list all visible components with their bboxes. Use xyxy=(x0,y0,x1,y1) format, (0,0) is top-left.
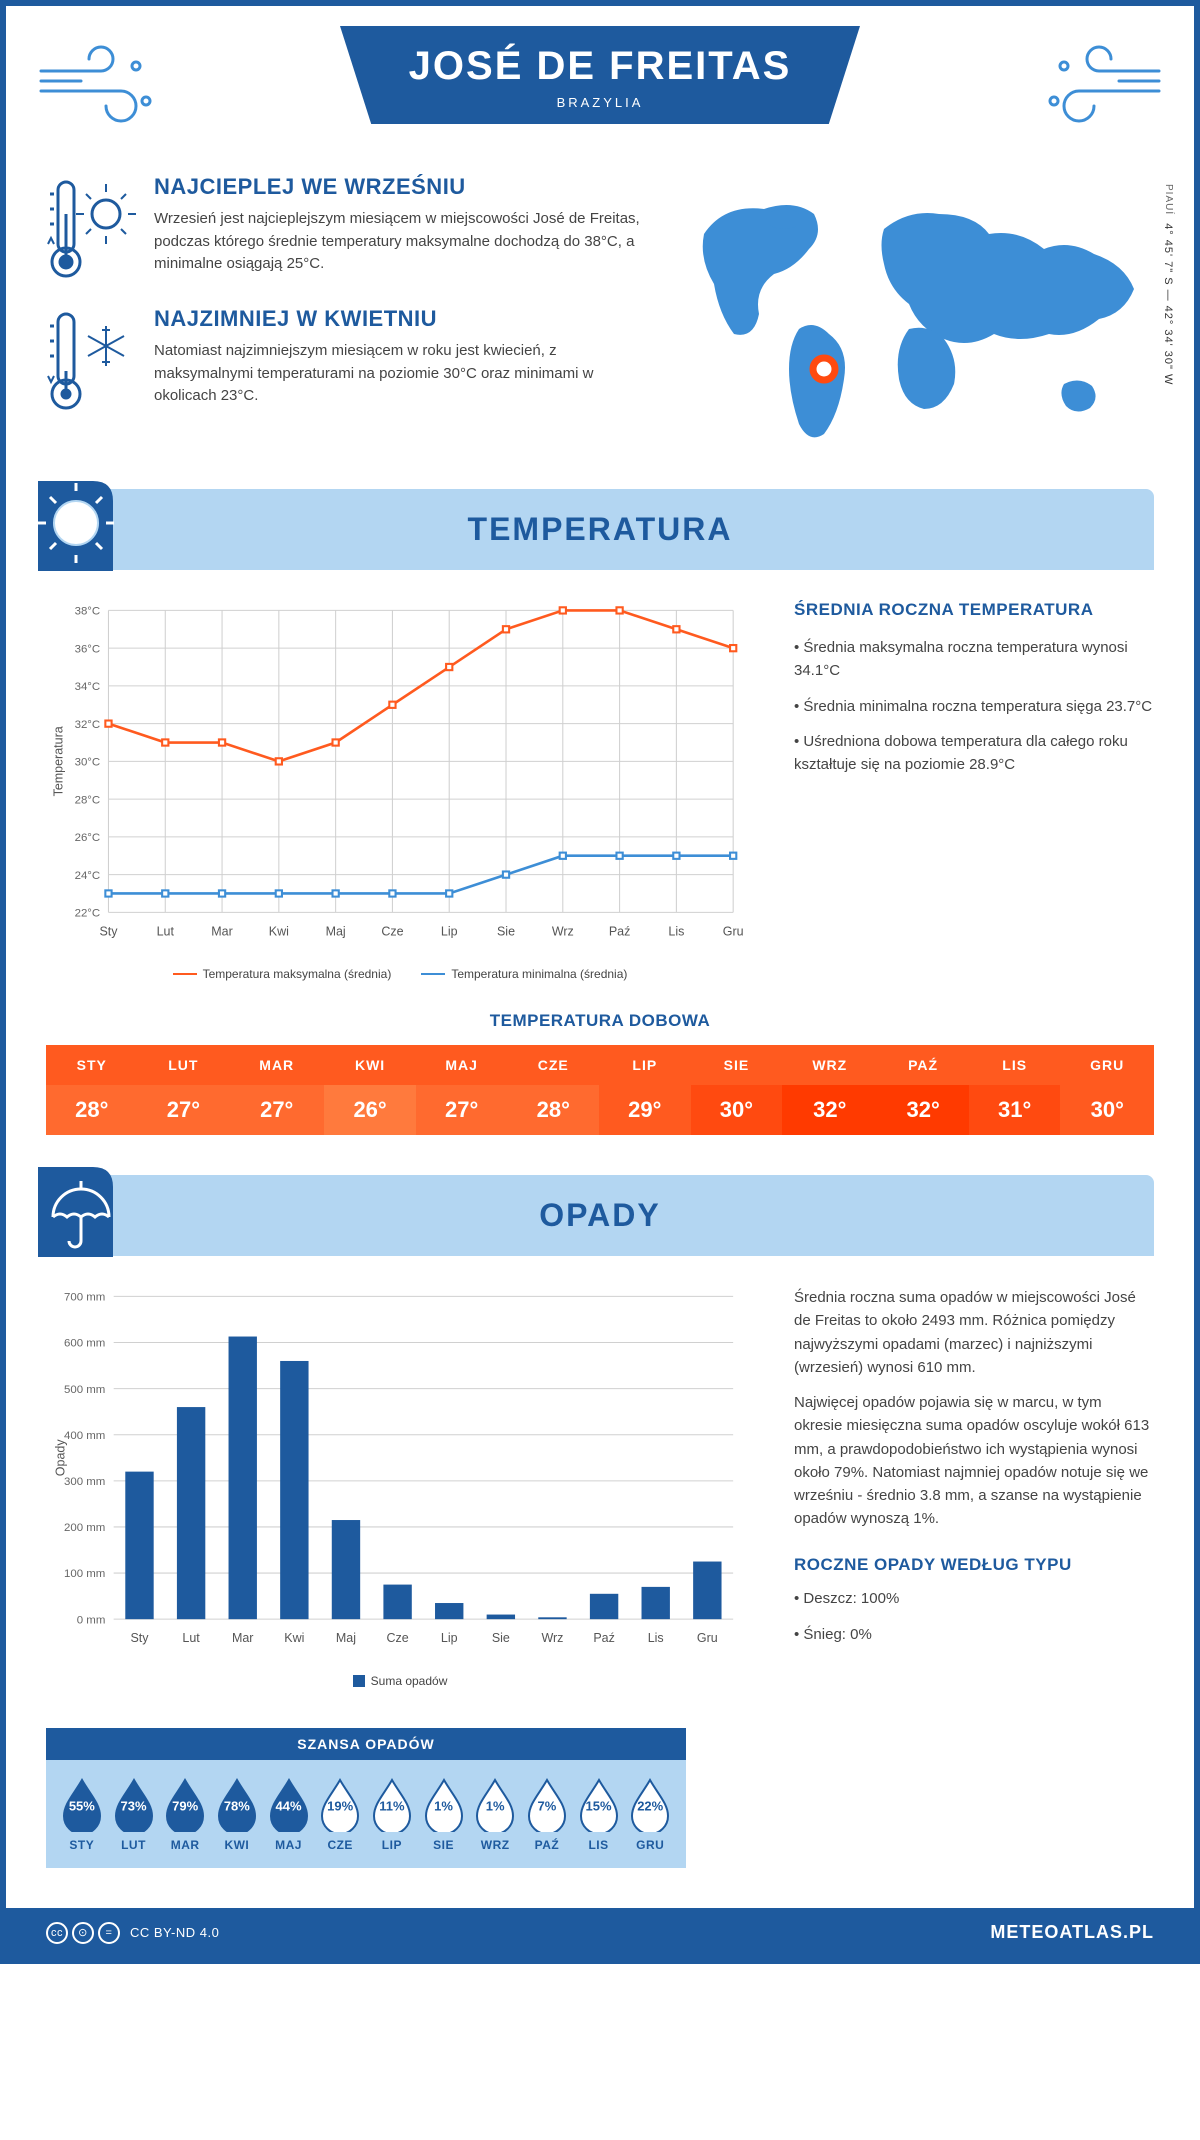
site-name: METEOATLAS.PL xyxy=(990,1922,1154,1943)
rain-chance-drop: 78%KWI xyxy=(211,1776,263,1852)
temperature-section-header: TEMPERATURA xyxy=(46,489,1154,570)
sun-section-icon xyxy=(38,481,138,571)
cc-icons: cc⊙= xyxy=(46,1922,120,1944)
svg-text:Lis: Lis xyxy=(648,1631,664,1645)
svg-text:Lip: Lip xyxy=(441,1631,458,1645)
svg-text:Sty: Sty xyxy=(130,1631,149,1645)
rain-chance-drop: 7%PAŹ xyxy=(521,1776,573,1852)
warmest-body: Wrzesień jest najcieplejszym miesiącem w… xyxy=(154,208,644,276)
daily-temp-table: STYLUTMARKWIMAJCZELIPSIEWRZPAŹLISGRU28°2… xyxy=(46,1045,1154,1135)
precip-chart-legend: Suma opadów xyxy=(46,1674,754,1688)
svg-text:34°C: 34°C xyxy=(75,681,101,693)
svg-text:22°C: 22°C xyxy=(75,908,101,920)
daily-temp-title: TEMPERATURA DOBOWA xyxy=(6,1011,1194,1031)
svg-text:700 mm: 700 mm xyxy=(64,1292,105,1304)
rain-chance-drop: 79%MAR xyxy=(159,1776,211,1852)
rain-chance-drop: 1%SIE xyxy=(418,1776,470,1852)
svg-text:30°C: 30°C xyxy=(75,757,101,769)
precip-title: OPADY xyxy=(46,1197,1154,1234)
svg-text:26°C: 26°C xyxy=(75,832,101,844)
wind-decoration-right xyxy=(1024,36,1164,136)
rain-chance-drop: 1%WRZ xyxy=(469,1776,521,1852)
svg-text:Kwi: Kwi xyxy=(269,924,289,938)
rain-chance-drop: 55%STY xyxy=(56,1776,108,1852)
rain-chance-drop: 11%LIP xyxy=(366,1776,418,1852)
svg-text:0 mm: 0 mm xyxy=(77,1614,106,1626)
location-country: BRAZYLIA xyxy=(360,95,840,110)
rain-chance-box: SZANSA OPADÓW 55%STY73%LUT79%MAR78%KWI44… xyxy=(46,1728,686,1868)
temp-side-heading: ŚREDNIA ROCZNA TEMPERATURA xyxy=(794,600,1154,620)
precip-section-header: OPADY xyxy=(46,1175,1154,1256)
rain-chance-drop: 73%LUT xyxy=(108,1776,160,1852)
precip-para-1: Średnia roczna suma opadów w miejscowośc… xyxy=(794,1286,1154,1379)
precipitation-bar-chart: 0 mm 100 mm 200 mm 300 mm 400 mm 500 mm 600 mm… xyxy=(46,1286,754,1661)
coordinates: PIAUÍ 4° 45' 7" S — 42° 34' 30" W xyxy=(1162,184,1174,385)
svg-text:Sie: Sie xyxy=(497,924,515,938)
svg-text:Lut: Lut xyxy=(182,1631,200,1645)
svg-text:Lip: Lip xyxy=(441,924,458,938)
svg-text:600 mm: 600 mm xyxy=(64,1338,105,1350)
world-map: PIAUÍ 4° 45' 7" S — 42° 34' 30" W xyxy=(674,174,1154,459)
temp-chart-legend: Temperatura maksymalna (średnia) Tempera… xyxy=(46,967,754,981)
svg-text:Paź: Paź xyxy=(593,1631,615,1645)
rain-chance-drop: 44%MAJ xyxy=(263,1776,315,1852)
rain-chance-drop: 19%CZE xyxy=(314,1776,366,1852)
svg-text:Lut: Lut xyxy=(157,924,175,938)
temp-bullets: Średnia maksymalna roczna temperatura wy… xyxy=(794,636,1154,776)
svg-text:200 mm: 200 mm xyxy=(64,1522,105,1534)
precip-type-heading: ROCZNE OPADY WEDŁUG TYPU xyxy=(794,1555,1154,1575)
coldest-heading: NAJZIMNIEJ W KWIETNIU xyxy=(154,306,644,332)
svg-text:24°C: 24°C xyxy=(75,870,101,882)
svg-text:Kwi: Kwi xyxy=(284,1631,304,1645)
svg-text:300 mm: 300 mm xyxy=(64,1476,105,1488)
footer: cc⊙= CC BY-ND 4.0 METEOATLAS.PL xyxy=(6,1908,1194,1958)
svg-text:Gru: Gru xyxy=(723,924,744,938)
precip-para-2: Najwięcej opadów pojawia się w marcu, w … xyxy=(794,1391,1154,1531)
svg-text:Paź: Paź xyxy=(609,924,631,938)
svg-text:500 mm: 500 mm xyxy=(64,1384,105,1396)
svg-text:Opady: Opady xyxy=(54,1439,68,1477)
svg-text:Wrz: Wrz xyxy=(541,1631,563,1645)
svg-text:Mar: Mar xyxy=(232,1631,254,1645)
precip-type-list: Deszcz: 100%Śnieg: 0% xyxy=(794,1587,1154,1647)
svg-text:Gru: Gru xyxy=(697,1631,718,1645)
svg-text:Cze: Cze xyxy=(381,924,403,938)
svg-text:400 mm: 400 mm xyxy=(64,1430,105,1442)
umbrella-section-icon xyxy=(38,1167,138,1257)
rain-chance-drop: 22%GRU xyxy=(624,1776,676,1852)
temperature-title: TEMPERATURA xyxy=(46,511,1154,548)
location-title: JOSÉ DE FREITAS xyxy=(360,44,840,89)
thermometer-sun-icon xyxy=(46,174,136,284)
rain-chance-drop: 15%LIS xyxy=(573,1776,625,1852)
coldest-body: Natomiast najzimniejszym miesiącem w rok… xyxy=(154,340,644,408)
temperature-line-chart: 22°C 24°C 26°C 28°C 30°C 32°C 34°C 36°C 38°C Sty L… xyxy=(46,600,754,954)
svg-text:28°C: 28°C xyxy=(75,794,101,806)
thermometer-snow-icon xyxy=(46,306,136,416)
svg-text:Wrz: Wrz xyxy=(552,924,574,938)
svg-text:Mar: Mar xyxy=(211,924,233,938)
svg-text:Lis: Lis xyxy=(668,924,684,938)
svg-text:Sie: Sie xyxy=(492,1631,510,1645)
svg-text:36°C: 36°C xyxy=(75,643,101,655)
wind-decoration-left xyxy=(36,36,176,136)
warmest-heading: NAJCIEPLEJ WE WRZEŚNIU xyxy=(154,174,644,200)
rain-chance-title: SZANSA OPADÓW xyxy=(46,1728,686,1760)
svg-text:32°C: 32°C xyxy=(75,719,101,731)
svg-text:100 mm: 100 mm xyxy=(64,1568,105,1580)
svg-text:Maj: Maj xyxy=(326,924,346,938)
svg-text:38°C: 38°C xyxy=(75,606,101,618)
svg-text:Sty: Sty xyxy=(99,924,118,938)
title-banner: JOSÉ DE FREITAS BRAZYLIA xyxy=(340,26,860,124)
license-text: CC BY-ND 4.0 xyxy=(130,1925,219,1940)
svg-text:Temperatura: Temperatura xyxy=(52,726,66,796)
svg-text:Maj: Maj xyxy=(336,1631,356,1645)
svg-text:Cze: Cze xyxy=(386,1631,408,1645)
